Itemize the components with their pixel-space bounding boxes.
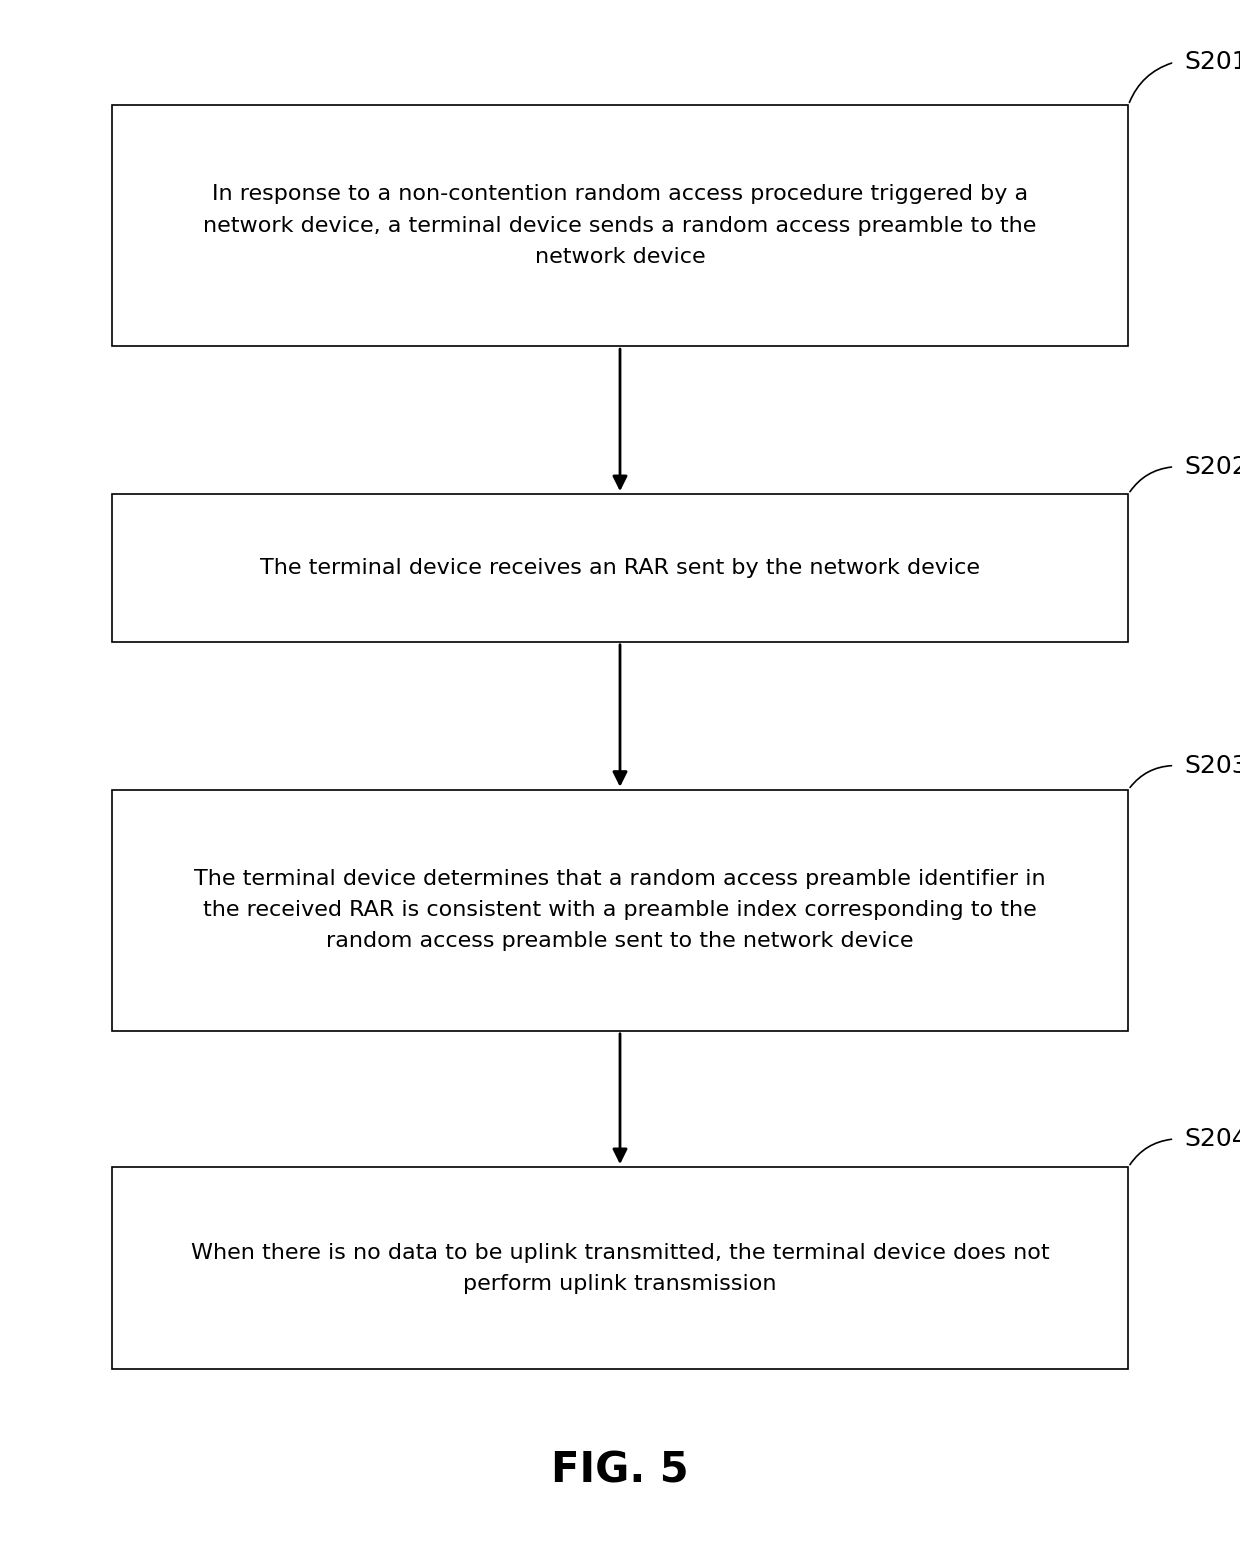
Bar [112,1167,1128,1369]
Text: S204: S204 [1184,1127,1240,1151]
Bar [112,106,1128,347]
Bar [112,495,1128,641]
Text: In response to a non-contention random access procedure triggered by a
network d: In response to a non-contention random a… [203,185,1037,266]
Bar [112,790,1128,1032]
Text: FIG. 5: FIG. 5 [552,1450,688,1491]
Text: S201: S201 [1184,50,1240,75]
Text: When there is no data to be uplink transmitted, the terminal device does not
per: When there is no data to be uplink trans… [191,1243,1049,1293]
Text: The terminal device determines that a random access preamble identifier in
the r: The terminal device determines that a ra… [195,870,1045,951]
Text: S203: S203 [1184,753,1240,778]
Text: The terminal device receives an RAR sent by the network device: The terminal device receives an RAR sent… [260,559,980,577]
Text: S202: S202 [1184,454,1240,479]
